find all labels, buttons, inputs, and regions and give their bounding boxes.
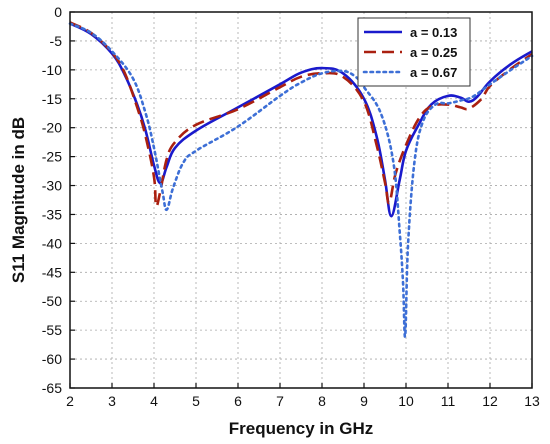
x-tick-label: 8 [318,393,326,409]
x-tick-label: 3 [108,393,116,409]
y-tick-label: -20 [42,120,62,136]
series-line-1 [69,22,533,218]
plot-frame [69,11,533,389]
x-tick-label: 10 [398,393,414,409]
y-axis-title: S11 Magnitude in dB [9,117,28,283]
y-tick-label: -30 [42,178,62,194]
y-tick-label: -55 [42,322,62,338]
y-tick-label: -5 [50,33,63,49]
ticks-layer: 2 3 4 5 6 7 8 9 10 11 12 13 0 -5 -10 -15 -20 -25 -30 -35 -40… [42,4,540,409]
legend-label-1: a = 0.13 [410,25,457,40]
legend: a = 0.13 a = 0.25 a = 0.67 [357,17,471,87]
x-tick-label: 4 [150,393,158,409]
y-tick-label: -40 [42,235,62,251]
x-tick-label: 11 [441,393,456,409]
x-tick-label: 13 [524,393,540,409]
legend-label-2: a = 0.25 [410,45,457,60]
x-tick-label: 5 [192,393,200,409]
legend-label-3: a = 0.67 [410,65,457,80]
y-tick-label: -10 [42,62,62,78]
legend-box [357,17,471,87]
x-tick-label: 2 [66,393,74,409]
x-tick-label: 7 [276,393,284,409]
y-tick-label: -15 [42,91,62,107]
y-tick-label: -65 [42,380,62,396]
y-tick-label: -50 [42,293,62,309]
x-tick-label: 12 [482,393,498,409]
series-line-2 [69,21,533,208]
y-tick-label: -45 [42,264,62,280]
x-tick-label: 9 [360,393,368,409]
x-axis-title: Frequency in GHz [229,419,374,438]
x-tick-label: 6 [234,393,242,409]
grid-layer [70,12,532,388]
y-tick-label: -25 [42,149,62,165]
y-tick-label: -60 [42,351,62,367]
y-tick-label: 0 [54,4,62,20]
y-tick-label: -35 [42,206,62,222]
